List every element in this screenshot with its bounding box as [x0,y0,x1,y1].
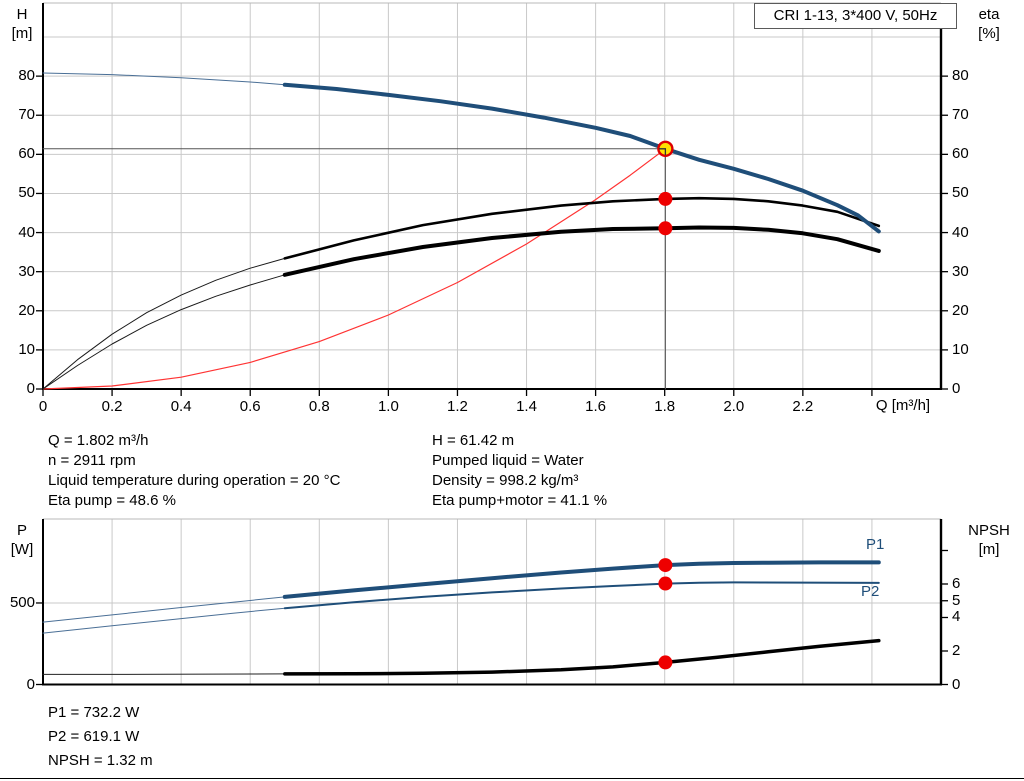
x-tick-label: 2.2 [792,398,814,415]
x-tick-label: 2.0 [723,398,745,415]
y-left-tick-label: 0 [26,380,35,397]
y-left-tick-label: 40 [18,223,35,241]
qh-curve-extension [42,72,286,86]
npsh-axis-title: NPSH [m] [956,521,1022,559]
operating-point-dot [658,221,673,236]
annot-npsh: NPSH = 1.32 m [48,752,153,769]
operating-data-left: Q = 1.802 m³/h n = 2911 rpm Liquid tempe… [48,431,340,511]
y-left-tick-label: 0 [26,675,35,693]
y-left-tick-label: 500 [9,593,35,611]
y-right-tick-label: 30 [952,262,969,280]
x-tick-label: 0.2 [101,398,123,415]
y-right-tick-label: 5 [952,591,961,609]
x-tick-label: 0.4 [170,398,192,415]
page-bottom-divider [0,778,1024,779]
npsh-axis-title-symbol: NPSH [968,522,1010,539]
x-tick-label: 1.4 [516,398,537,415]
x-tick-label: 0.6 [239,398,261,415]
y-right-tick-label: 80 [952,67,969,85]
npsh-curve [283,638,881,676]
operating-point-dot [658,655,673,670]
y-left-tick-label: 20 [18,301,35,319]
eta-pump-curve-extension [42,257,286,390]
y-right-tick-label: 2 [952,641,961,659]
p2-curve [283,581,880,610]
x-tick-label: 1.2 [447,398,468,415]
y-right-tick-label: 10 [952,340,969,358]
y-right-tick-label: 50 [952,184,969,202]
annot-q: Q = 1.802 m³/h [48,432,149,449]
operating-point-dot [658,191,673,206]
annot-liquid-temp: Liquid temperature during operation = 20… [48,472,341,489]
annot-p2: P2 = 619.1 W [48,728,140,745]
y-left-tick-label: 80 [18,67,35,85]
y-right-tick-label: 60 [952,145,969,163]
duty-point-crosshair-corner [658,148,667,156]
p1-curve [282,560,881,599]
system-curve [42,148,667,390]
eta-axis-title: eta [%] [966,5,1012,43]
y-left-tick-label: 70 [18,106,35,124]
qh-curve [282,82,881,234]
annot-n: n = 2911 rpm [48,452,136,469]
x-tick-label: 1.6 [585,398,607,415]
npsh-axis-title-unit: [m] [978,541,1000,558]
y-right-tick-label: 0 [952,675,961,693]
p1-curve-label: P1 [866,536,885,553]
annot-pumped-liquid: Pumped liquid = Water [432,452,584,469]
y-right-tick-label: 4 [952,608,961,626]
npsh-curve-extension [42,673,286,675]
y-left-tick-label: 50 [18,184,35,202]
q-axis-title: Q [m³/h] [875,397,931,414]
y-right-tick-label: 6 [952,574,961,592]
x-tick-label: 1.8 [654,398,676,415]
y-left-tick-label: 30 [18,262,35,280]
h-axis-title: H [m] [2,5,42,43]
operating-point-dot [658,558,673,573]
operating-data-right: H = 61.42 m Pumped liquid = Water Densit… [432,431,607,511]
annot-h: H = 61.42 m [432,432,515,449]
p-axis-title-unit: [W] [10,541,34,558]
y-left-tick-label: 60 [18,145,35,163]
eta-axis-title-symbol: eta [978,6,1000,23]
annot-eta-pump: Eta pump = 48.6 % [48,492,176,509]
y-right-tick-label: 20 [952,301,969,319]
power-npsh-data: P1 = 732.2 W P2 = 619.1 W NPSH = 1.32 m [48,701,153,773]
y-left-tick-label: 10 [18,340,35,358]
h-axis-title-symbol: H [16,6,28,23]
p1-curve-extension [42,596,286,623]
p2-curve-label: P2 [861,583,880,600]
p2-curve-extension [42,607,286,634]
operating-point-dot [658,576,673,591]
x-tick-label: 0 [38,398,48,415]
annot-p1: P1 = 732.2 W [48,704,140,721]
x-tick-label: 0.8 [308,398,330,415]
y-right-tick-label: 0 [952,380,961,397]
eta-pump-motor-curve [282,225,881,277]
p-axis-title-symbol: P [16,522,27,539]
eta-pump-curve [283,196,881,260]
h-axis-title-unit: [m] [11,25,33,42]
p-axis-title: P [W] [2,521,42,559]
annot-eta-pump-motor: Eta pump+motor = 41.1 % [432,492,608,509]
y-right-tick-label: 40 [952,223,969,241]
pump-title-box: CRI 1-13, 3*400 V, 50Hz [754,3,957,29]
y-right-tick-label: 70 [952,106,969,124]
eta-pump-motor-curve-extension [42,274,286,390]
x-tick-label: 1.0 [377,398,399,415]
eta-axis-title-unit: [%] [978,25,1000,42]
annot-density: Density = 998.2 kg/m³ [432,472,579,489]
